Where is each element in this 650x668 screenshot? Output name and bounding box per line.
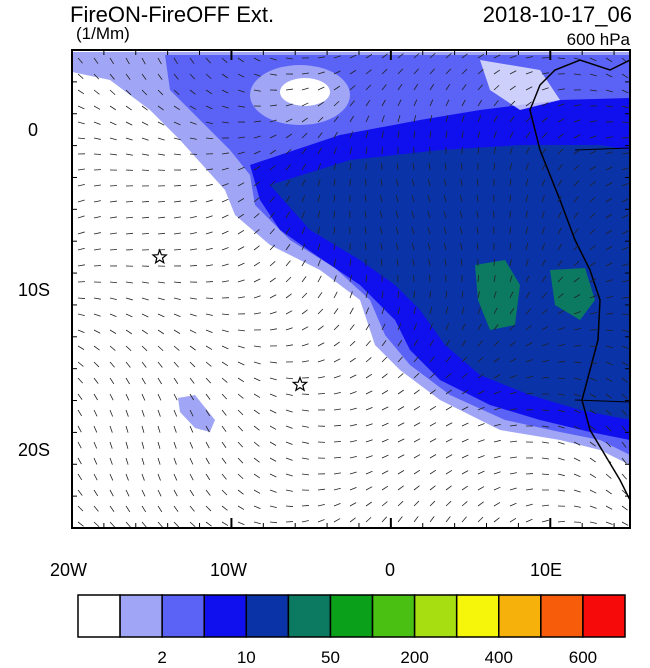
colorbar-swatch (330, 595, 372, 637)
colorbar-swatch (583, 595, 625, 637)
colorbar-swatch (120, 595, 162, 637)
colorbar-swatch (499, 595, 541, 637)
colorbar-swatch (373, 595, 415, 637)
colorbar-label: 200 (400, 648, 428, 668)
colorbar-swatch (204, 595, 246, 637)
colorbar-label: 10 (237, 648, 256, 668)
colorbar-swatch (457, 595, 499, 637)
colorbar-swatch (541, 595, 583, 637)
colorbar-label: 2 (157, 648, 166, 668)
colorbar-label: 400 (485, 648, 513, 668)
colorbar-swatch (415, 595, 457, 637)
colorbar-swatch (162, 595, 204, 637)
colorbar-label: 600 (569, 648, 597, 668)
colorbar-swatch (246, 595, 288, 637)
colorbar-label: 50 (321, 648, 340, 668)
colorbar-swatch (288, 595, 330, 637)
colorbar-swatch (78, 595, 120, 637)
